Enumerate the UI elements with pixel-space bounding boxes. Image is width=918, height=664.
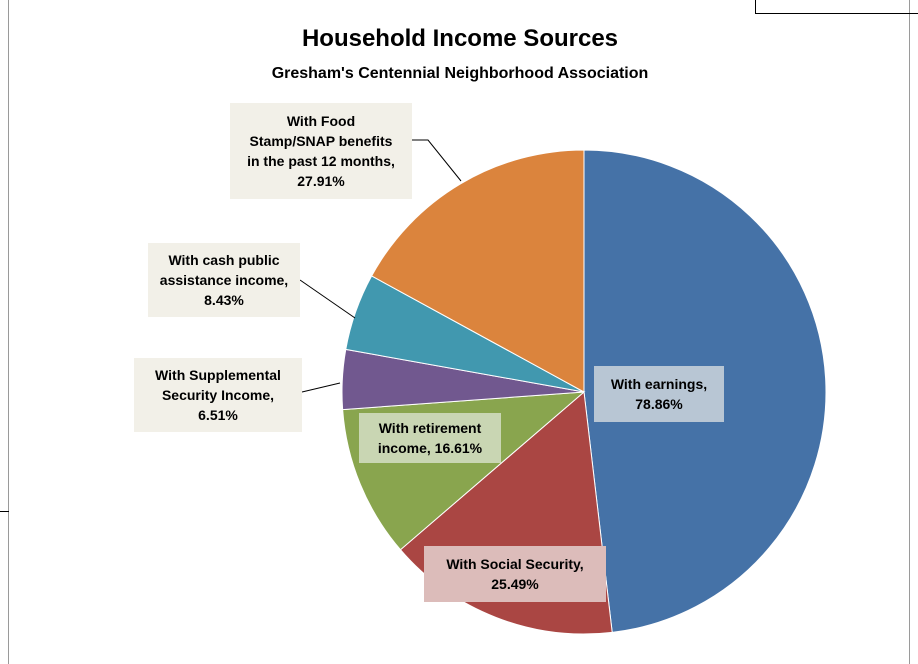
sheet-gridline	[0, 511, 9, 512]
slice-label: With earnings,	[611, 376, 707, 392]
sheet-gridline	[755, 0, 756, 14]
slice-label-box	[359, 413, 501, 463]
leader-line	[299, 279, 356, 319]
slice-label-box	[134, 358, 302, 432]
slice-label: in the past 12 months,	[247, 153, 395, 169]
slice-label: 6.51%	[198, 407, 238, 423]
chart-subtitle: Gresham's Centennial Neighborhood Associ…	[272, 65, 649, 82]
slice-label: With cash public	[168, 252, 279, 268]
slice-labels: With earnings, 78.86% With Social Security…	[134, 103, 724, 602]
slice-label: assistance income,	[160, 272, 288, 288]
slice-label: With Supplemental	[155, 367, 281, 383]
pie-slice	[370, 149, 585, 393]
sheet-gridline	[755, 13, 918, 14]
chart-title: Household Income Sources	[302, 25, 618, 52]
slice-label-box	[424, 546, 606, 602]
slice-label: 8.43%	[204, 292, 244, 308]
slice-label: 27.91%	[297, 173, 345, 189]
leader-line	[301, 382, 341, 393]
slice-label: With retirement	[379, 420, 482, 436]
slice-label-box	[148, 243, 300, 317]
slice-label: Stamp/SNAP benefits	[250, 133, 393, 149]
slice-label: 78.86%	[635, 396, 683, 412]
leader-lines	[299, 139, 462, 393]
slice-label: income, 16.61%	[378, 440, 483, 456]
slice-label: 25.49%	[491, 576, 539, 592]
slice-label: With Food	[287, 113, 355, 129]
slice-label: With Social Security,	[446, 556, 583, 572]
slice-label-box	[230, 103, 412, 199]
slice-label-box	[594, 366, 724, 422]
slice-label: Security Income,	[162, 387, 274, 403]
chart-frame	[8, 0, 910, 664]
leader-line	[412, 139, 462, 182]
